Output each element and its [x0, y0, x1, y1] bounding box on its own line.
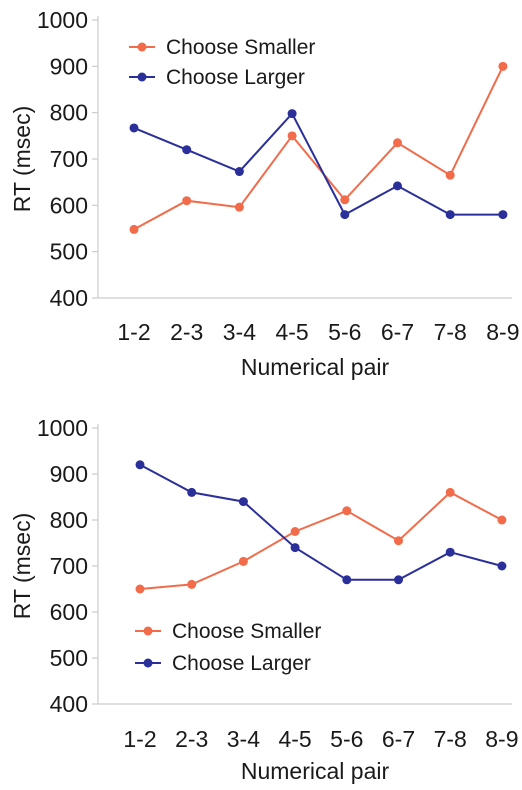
- series-line-2: [133, 111, 503, 216]
- x-tick-label: 1-2: [117, 319, 150, 345]
- data-point: [234, 202, 244, 212]
- data-point: [182, 196, 192, 206]
- legend-marker: [137, 72, 147, 82]
- data-point: [238, 556, 248, 566]
- data-point: [182, 145, 192, 155]
- x-tick-label: 2-3: [175, 726, 208, 752]
- y-tick-label: 400: [50, 285, 88, 311]
- data-point: [234, 167, 244, 177]
- chart-panel-1: 400 500 600 700 800 900 1000 1-2 2-3 3-4 4-5 5-6 6-7…: [9, 7, 520, 380]
- x-tick-label: 4-5: [275, 319, 308, 345]
- y-axis-title: RT (msec): [9, 513, 35, 620]
- data-point: [135, 460, 145, 470]
- x-tick-label: 6-7: [381, 319, 414, 345]
- data-point: [342, 575, 352, 585]
- x-tick-label: 2-3: [170, 319, 203, 345]
- x-tick-label: 6-7: [382, 726, 415, 752]
- legend-label: Choose Smaller: [166, 36, 315, 59]
- data-point: [290, 527, 300, 536]
- data-point: [287, 109, 297, 119]
- x-axis-title: Numerical pair: [241, 354, 390, 380]
- y-tick-label: 700: [50, 146, 88, 172]
- data-point: [342, 506, 352, 516]
- y-tick-label: 1000: [37, 415, 88, 441]
- x-tick-label: 8-9: [485, 726, 518, 752]
- data-point: [187, 579, 197, 589]
- y-tick-label: 700: [50, 553, 88, 579]
- y-tick-label: 900: [50, 53, 88, 79]
- y-tick-label: 800: [50, 100, 88, 126]
- legend-label: Choose Smaller: [172, 620, 321, 643]
- data-point: [394, 536, 403, 546]
- data-point: [340, 210, 350, 220]
- x-tick-label: 8-9: [486, 319, 519, 345]
- y-tick-label: 500: [50, 239, 88, 265]
- data-point: [393, 138, 402, 148]
- x-tick-label: 7-8: [434, 726, 467, 752]
- data-point: [287, 131, 297, 141]
- data-point: [129, 123, 139, 133]
- data-point: [497, 561, 507, 571]
- data-point: [498, 61, 508, 71]
- legend-marker: [137, 42, 147, 52]
- legend-marker: [143, 658, 153, 668]
- data-point: [129, 224, 139, 234]
- y-tick-label: 400: [50, 691, 88, 717]
- x-tick-label: 4-5: [278, 726, 311, 752]
- legend-marker: [143, 626, 153, 636]
- x-tick-label: 3-4: [227, 726, 260, 752]
- x-tick-label: 1-2: [123, 726, 156, 752]
- y-axis-title: RT (msec): [9, 106, 35, 213]
- x-tick-label: 7-8: [434, 319, 467, 345]
- data-point: [238, 497, 248, 507]
- x-axis-title: Numerical pair: [241, 758, 390, 784]
- chart-panel-2: 400 500 600 700 800 900 1000 1-2 2-3 3-4 4-5 5-6 6-7…: [9, 415, 519, 784]
- x-tick-label: 3-4: [223, 319, 256, 345]
- data-point: [290, 543, 300, 553]
- y-tick-label: 900: [50, 461, 88, 487]
- data-point: [393, 181, 402, 191]
- data-point: [445, 170, 455, 180]
- series-line-2: [139, 463, 503, 581]
- data-point: [445, 487, 455, 497]
- data-point: [497, 515, 507, 525]
- x-tick-label: 5-6: [328, 319, 361, 345]
- data-point: [498, 210, 508, 220]
- y-tick-label: 600: [50, 192, 88, 218]
- data-point: [135, 584, 145, 594]
- data-point: [445, 210, 455, 220]
- x-tick-label: 5-6: [330, 726, 363, 752]
- y-tick-label: 600: [50, 599, 88, 625]
- y-tick-label: 800: [50, 507, 88, 533]
- data-point: [187, 487, 197, 497]
- legend-label: Choose Larger: [166, 66, 305, 89]
- series-line-1: [133, 65, 504, 231]
- y-tick-label: 500: [50, 645, 88, 671]
- legend-label: Choose Larger: [172, 652, 311, 675]
- series-line-1: [139, 491, 503, 590]
- data-point: [394, 575, 403, 585]
- data-point: [340, 195, 350, 205]
- data-point: [445, 547, 455, 557]
- y-tick-label: 1000: [37, 7, 88, 33]
